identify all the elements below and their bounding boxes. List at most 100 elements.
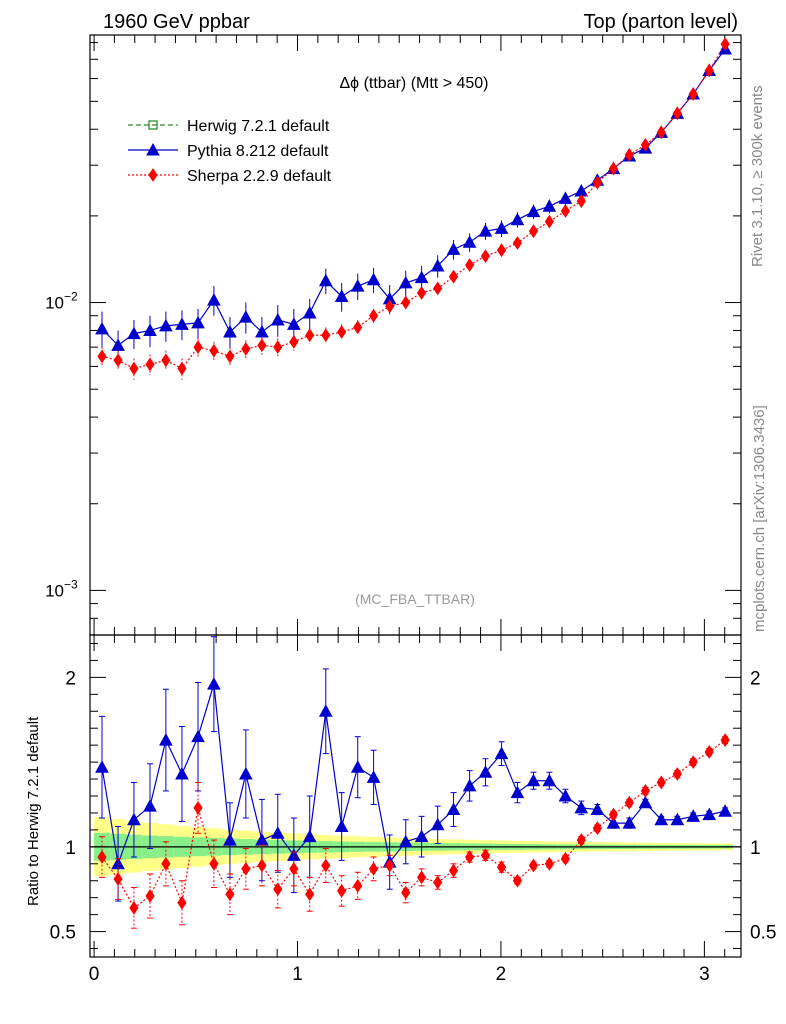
watermark: (MC_FBA_TTBAR) <box>355 591 475 607</box>
ratio-point <box>672 767 682 781</box>
legend: Herwig 7.2.1 default Pythia 8.212 default… <box>128 118 332 185</box>
ratio-point <box>718 804 732 817</box>
data-point <box>417 286 427 300</box>
data-point <box>542 199 557 212</box>
ratio-point <box>366 770 381 783</box>
y-tick-label: 10 <box>45 294 64 313</box>
ratio-point <box>385 858 395 873</box>
data-point <box>193 340 203 355</box>
ratio-point <box>574 800 589 814</box>
ratio-ylabel: Ratio to Herwig 7.2.1 default <box>25 716 42 906</box>
data-point <box>624 147 634 162</box>
ratio-point <box>558 788 573 802</box>
ratio-point <box>97 850 107 864</box>
ratio-point <box>528 858 539 873</box>
data-point <box>321 328 331 343</box>
main-panel: 10−310−2 Δϕ (ttbar) (Mtt > 450) (MC_FBA_… <box>45 34 742 636</box>
header-right: Top (parton level) <box>583 11 738 33</box>
ratio-point <box>209 856 219 871</box>
data-point <box>273 340 283 355</box>
data-point <box>223 324 237 338</box>
ratio-point <box>462 778 477 792</box>
ratio-frame <box>89 634 742 958</box>
ratio-point <box>350 760 365 773</box>
ratio-point <box>143 799 157 812</box>
ratio-series <box>95 636 732 929</box>
legend-label: Pythia 8.212 default <box>187 143 329 160</box>
ratio-point <box>704 745 714 759</box>
ratio-point <box>401 885 411 900</box>
ratio-point <box>510 785 525 799</box>
ratio-point <box>238 766 253 780</box>
data-point <box>398 275 413 289</box>
data-point <box>270 312 285 326</box>
ratio-point <box>223 833 237 846</box>
ratio-point <box>576 833 586 847</box>
data-point <box>494 221 509 234</box>
data-point <box>337 325 347 339</box>
ratio-point <box>161 856 171 871</box>
ratio-point <box>640 784 650 798</box>
data-point <box>175 317 189 330</box>
ratio-ticks: 0.5 0.5 1 1 2 2 0 1 2 3 <box>50 635 776 985</box>
data-point <box>302 305 317 319</box>
y-tick-label-exponent: −3 <box>64 577 78 591</box>
x-tick-label: 0 <box>89 964 100 985</box>
data-point <box>560 204 571 218</box>
ratio-point <box>638 795 653 809</box>
data-point <box>177 361 187 376</box>
ratio-y-tick-label-right: 2 <box>750 668 761 689</box>
ratio-point <box>318 704 333 717</box>
ratio-point <box>289 861 299 876</box>
ratio-point <box>398 834 413 848</box>
ratio-point <box>480 848 491 863</box>
data-point <box>161 353 171 368</box>
ratio-y-tick-label-right: 1 <box>750 838 761 859</box>
header-left: 1960 GeV ppbar <box>103 11 250 33</box>
ratio-point <box>159 733 173 746</box>
ratio-point <box>688 755 698 770</box>
ratio-point <box>592 821 602 836</box>
data-point <box>257 338 267 353</box>
data-point <box>480 249 491 263</box>
ratio-point <box>302 829 317 843</box>
data-point <box>145 357 155 372</box>
data-point <box>465 258 475 272</box>
data-point <box>430 258 445 272</box>
x-tick-label: 3 <box>699 964 710 985</box>
ratio-point <box>686 809 701 822</box>
data-point <box>97 349 107 364</box>
ratio-point <box>606 816 621 829</box>
ratio-point <box>622 816 637 829</box>
data-point <box>478 224 493 237</box>
legend-label: Sherpa 2.2.9 default <box>187 168 332 185</box>
ratio-point <box>478 765 493 778</box>
ratio-point <box>433 875 443 890</box>
data-point <box>704 63 714 78</box>
data-point <box>448 269 459 284</box>
ratio-point <box>496 860 507 875</box>
ratio-point <box>720 733 730 747</box>
data-point <box>592 175 602 190</box>
y-tick-label: 10 <box>45 581 64 600</box>
ratio-point <box>270 826 285 839</box>
ratio-point <box>175 766 189 780</box>
data-point <box>209 343 219 358</box>
ratio-point <box>113 872 123 886</box>
ratio-y-tick-label: 0.5 <box>50 923 76 944</box>
ratio-point <box>560 851 571 866</box>
data-point <box>688 87 698 101</box>
ratio-point <box>702 807 717 821</box>
y-tick-label-exponent: −2 <box>64 290 78 304</box>
main-series <box>95 37 732 380</box>
ratio-point <box>257 858 267 873</box>
data-point <box>353 320 363 335</box>
ratio-point <box>608 807 619 822</box>
data-point <box>318 273 333 287</box>
data-point <box>207 293 221 306</box>
x-tick-label: 2 <box>496 964 507 985</box>
data-point <box>287 317 301 330</box>
ratio-point <box>127 812 141 826</box>
data-point <box>334 289 349 302</box>
